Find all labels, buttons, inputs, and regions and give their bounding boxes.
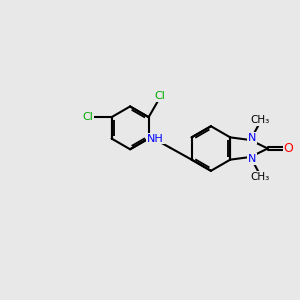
- Text: Cl: Cl: [82, 112, 93, 122]
- Text: Cl: Cl: [154, 92, 165, 101]
- Text: N: N: [248, 133, 256, 143]
- Text: CH₃: CH₃: [250, 116, 270, 125]
- Text: CH₃: CH₃: [250, 172, 270, 182]
- Text: O: O: [284, 142, 293, 155]
- Text: N: N: [248, 154, 256, 164]
- Text: NH: NH: [147, 134, 164, 144]
